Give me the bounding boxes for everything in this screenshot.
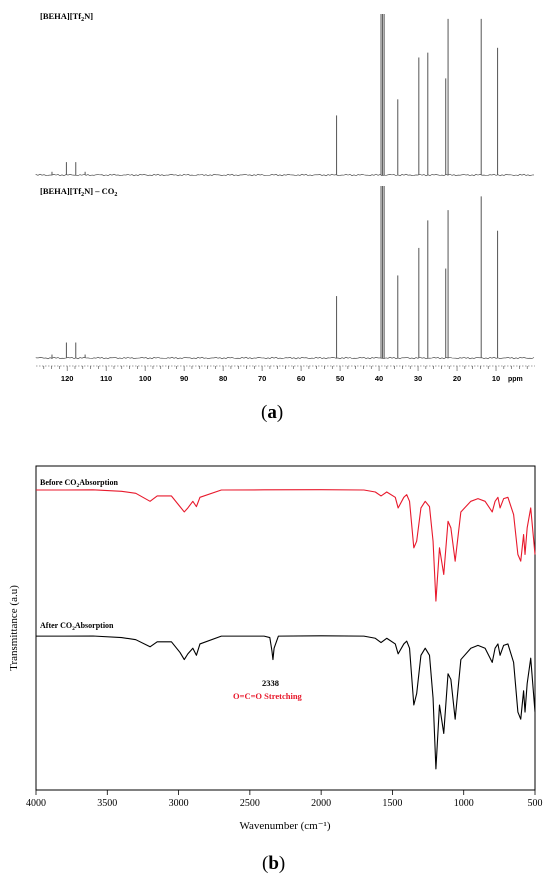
nmr-x-axis: 120 110 100 90 80 70 60 50 40 30 20 10	[36, 365, 535, 383]
ftir-line-after	[36, 635, 536, 770]
nmr-tick-label: 10	[492, 374, 500, 383]
ftir-line-before	[36, 489, 536, 602]
nmr-tick-label: 120	[61, 374, 74, 383]
ftir-tick-label: 3500	[97, 798, 117, 809]
ftir-spectra	[36, 489, 536, 770]
ftir-x-axis-label: Wavenumber (cm⁻¹)	[240, 820, 331, 832]
ftir-plot-frame	[35, 465, 536, 791]
nmr-baseline	[35, 356, 535, 360]
ftir-annotation-text: O=C=O Stretching	[233, 691, 303, 701]
ftir-tick-label: 1000	[454, 798, 474, 809]
ftir-x-axis: 4000 3500 3000 2500 2000 1500 1000 500	[26, 790, 543, 809]
nmr-tick-label: 80	[219, 374, 227, 383]
ftir-tick-label: 3000	[169, 798, 189, 809]
ftir-tick-label: 2500	[240, 798, 260, 809]
nmr-tick-label: 40	[375, 374, 383, 383]
caption-b: (b)	[262, 853, 285, 874]
nmr-baseline	[35, 173, 535, 177]
nmr-tick-label: 20	[453, 374, 461, 383]
ftir-panel: Before CO2Absorption After CO2Absorption…	[8, 465, 543, 832]
nmr-panel: [BEHA][Tf2N] [BEHA][Tf2N] – CO2 120 110 10…	[35, 11, 535, 383]
nmr-spectrum-top	[35, 14, 535, 177]
nmr-series-label-top: [BEHA][Tf2N]	[40, 11, 93, 23]
nmr-tick-label: 70	[258, 374, 266, 383]
ftir-legend-after: After CO2Absorption	[40, 621, 114, 632]
nmr-tick-label: 60	[297, 374, 305, 383]
ftir-tick-label: 4000	[26, 798, 46, 809]
ftir-annotation-peak: 2338	[262, 678, 279, 688]
nmr-x-axis-label: ppm	[508, 376, 523, 383]
ftir-tick-label: 1500	[382, 798, 402, 809]
nmr-tick-label: 110	[100, 374, 112, 383]
nmr-tick-label: 100	[139, 374, 152, 383]
nmr-tick-label: 50	[336, 374, 344, 383]
ftir-y-axis-label: Transmittance (a.u)	[8, 585, 20, 671]
ftir-legend-before: Before CO2Absorption	[40, 478, 118, 489]
nmr-tick-label: 30	[414, 374, 422, 383]
nmr-tick-label: 90	[180, 374, 188, 383]
nmr-series-label-bottom: [BEHA][Tf2N] – CO2	[40, 186, 117, 198]
ftir-tick-label: 500	[528, 798, 543, 809]
ftir-tick-label: 2000	[311, 798, 331, 809]
nmr-spectrum-bottom	[35, 186, 535, 360]
caption-a: (a)	[261, 402, 283, 423]
